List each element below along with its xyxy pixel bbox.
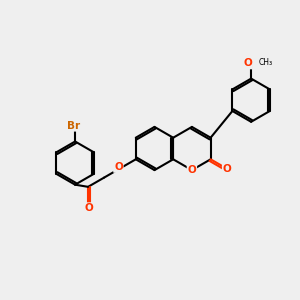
Text: O: O: [114, 162, 123, 172]
Text: O: O: [243, 58, 252, 68]
Text: CH₃: CH₃: [259, 58, 273, 68]
Text: Br: Br: [67, 121, 80, 131]
Text: O: O: [223, 164, 232, 174]
Text: O: O: [84, 203, 93, 213]
Text: O: O: [188, 165, 196, 175]
